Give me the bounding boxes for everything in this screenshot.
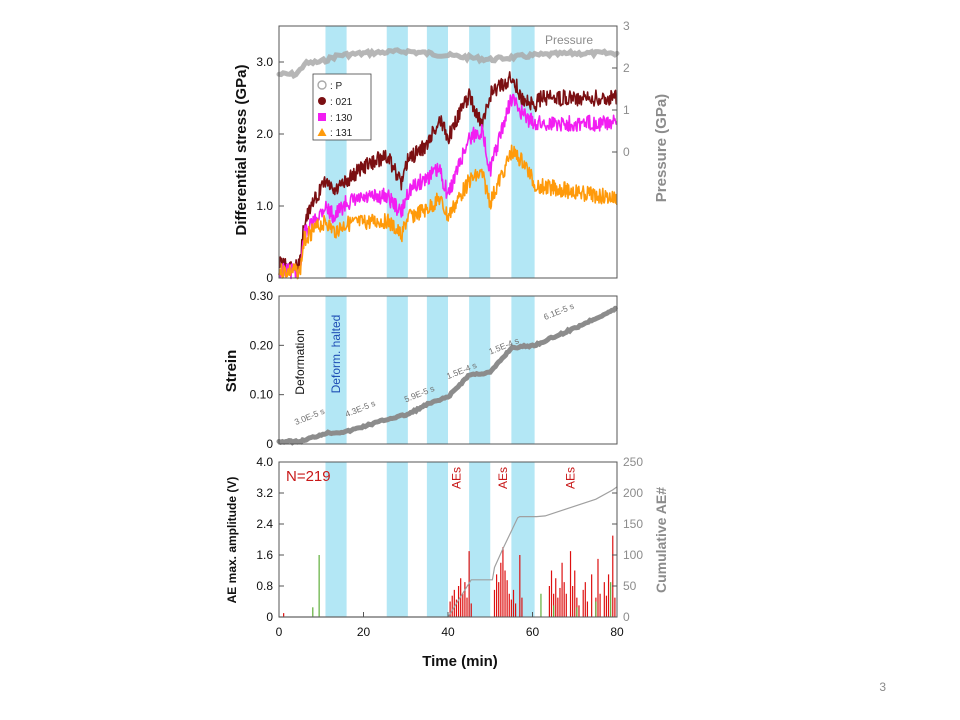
strain-rate-label-1: 4.3E-5 s [344, 398, 377, 419]
y-tick-label: 0 [266, 271, 273, 285]
legend-label-130: : 130 [330, 113, 353, 124]
legend-marker-021 [318, 97, 326, 105]
halted-band-1 [386, 462, 408, 617]
stress-y-ticks: 0 1.0 2.0 3.0 [256, 55, 284, 285]
halted-band-0 [325, 296, 347, 444]
y-tick-label: 0.30 [250, 289, 274, 303]
halted-bands [325, 462, 535, 617]
halted-band-1 [386, 296, 408, 444]
ae-panel: 0 0.8 1.6 2.4 3.2 4.0 0 50 100 150 200 250 0 20 40 60… [225, 455, 669, 670]
y-tick-label: 1.0 [256, 199, 273, 213]
pressure-y-axis-label: Pressure (GPa) [653, 94, 670, 202]
time-x-axis-label: Time (min) [422, 653, 498, 670]
y2-tick-label: 1 [623, 103, 630, 117]
series-line-131 [278, 144, 618, 280]
y-tick-label: 1.6 [256, 548, 273, 562]
pressure-annotation: Pressure [545, 33, 593, 47]
halted-band-3 [469, 462, 491, 617]
strain-rate-label-5: 6.1E-5 s [542, 301, 575, 322]
series-line-021 [278, 71, 618, 273]
ae-count-label: N=219 [286, 468, 331, 485]
cumulative-y-axis-label: Cumulative AE# [653, 487, 669, 593]
series-line-P [276, 47, 620, 80]
x-tick-label: 0 [276, 625, 283, 639]
halted-band-2 [426, 296, 448, 444]
y-tick-label: 2.4 [256, 517, 273, 531]
strain-series [276, 305, 618, 446]
ae-y-ticks: 0 0.8 1.6 2.4 3.2 4.0 [256, 455, 284, 624]
halted-band-4 [511, 296, 535, 444]
time-x-ticks: 0 20 40 60 80 [276, 612, 624, 639]
y2-tick-label: 250 [623, 455, 643, 469]
legend-marker-130 [318, 113, 326, 121]
strain-plot-frame [278, 295, 618, 445]
ae-y-axis-label: AE max. amplitude (V) [225, 477, 239, 604]
y-tick-label: 0 [266, 437, 273, 451]
y2-tick-label: 150 [623, 517, 643, 531]
cumulative-ae-curve [279, 486, 618, 618]
x-tick-label: 60 [526, 625, 540, 639]
halted-bands [325, 296, 535, 444]
stress-panel: 0 1.0 2.0 3.0 0 1 2 3 Differential stress (GPa… [233, 19, 670, 285]
strain-panel: 0 0.10 0.20 0.30 Strein Deformation Deform.… [223, 289, 618, 451]
stress-series [276, 47, 620, 280]
strain-y-ticks: 0 0.10 0.20 0.30 [250, 289, 284, 451]
y-tick-label: 0.20 [250, 338, 274, 352]
halted-band-0 [325, 462, 347, 617]
y2-tick-label: 200 [623, 486, 643, 500]
ae-burst-label-0: AEs [449, 467, 463, 489]
page-number: 3 [879, 680, 886, 694]
y-tick-label: 0 [266, 610, 273, 624]
legend-box [312, 73, 372, 141]
y2-tick-label: 50 [623, 579, 637, 593]
legend-marker-P [317, 80, 327, 90]
y-tick-label: 2.0 [256, 127, 273, 141]
cumulative-y-ticks: 0 50 100 150 200 250 [612, 455, 643, 624]
stress-legend: : P : 021 : 130 : 131 [312, 73, 372, 141]
ae-burst-label-1: AEs [496, 467, 510, 489]
halted-band-4 [511, 462, 535, 617]
legend-label-131: : 131 [330, 128, 353, 139]
strain-y-axis-label: Strein [223, 350, 240, 393]
halted-band-3 [469, 26, 491, 278]
y-tick-label: 3.0 [256, 55, 273, 69]
legend-label-021: : 021 [330, 97, 353, 108]
strain-rate-label-0: 3.0E-5 s [293, 406, 326, 427]
x-tick-label: 40 [441, 625, 455, 639]
phase-label-halted: Deform. halted [329, 315, 343, 394]
phase-label-deformation: Deformation [293, 329, 307, 394]
halted-bands [325, 26, 535, 278]
halted-band-2 [426, 462, 448, 617]
legend-label-P: : P [330, 81, 343, 92]
y2-tick-label: 3 [623, 19, 630, 33]
cumulative-ae-line [279, 486, 618, 618]
y2-tick-label: 100 [623, 548, 643, 562]
y-tick-label: 3.2 [256, 486, 273, 500]
series-line-130 [278, 93, 618, 280]
y-tick-label: 0.8 [256, 579, 273, 593]
ae-burst-labels: AEs AEs AEs [449, 467, 577, 489]
halted-band-3 [469, 296, 491, 444]
pressure-y-ticks: 0 1 2 3 [612, 19, 630, 159]
y-tick-label: 4.0 [256, 455, 273, 469]
y2-tick-label: 2 [623, 61, 630, 75]
halted-band-1 [386, 26, 408, 278]
stress-y-axis-label: Differential stress (GPa) [233, 65, 250, 236]
halted-band-2 [426, 26, 448, 278]
legend-marker-131 [317, 128, 327, 136]
halted-band-0 [325, 26, 347, 278]
ae-burst-label-2: AEs [564, 467, 578, 489]
x-tick-label: 80 [610, 625, 624, 639]
y2-tick-label: 0 [623, 145, 630, 159]
strain-curve [276, 305, 618, 446]
x-tick-label: 20 [357, 625, 371, 639]
ae-amplitude-bars [283, 535, 616, 617]
y-tick-label: 0.10 [250, 388, 274, 402]
y2-tick-label: 0 [623, 610, 630, 624]
